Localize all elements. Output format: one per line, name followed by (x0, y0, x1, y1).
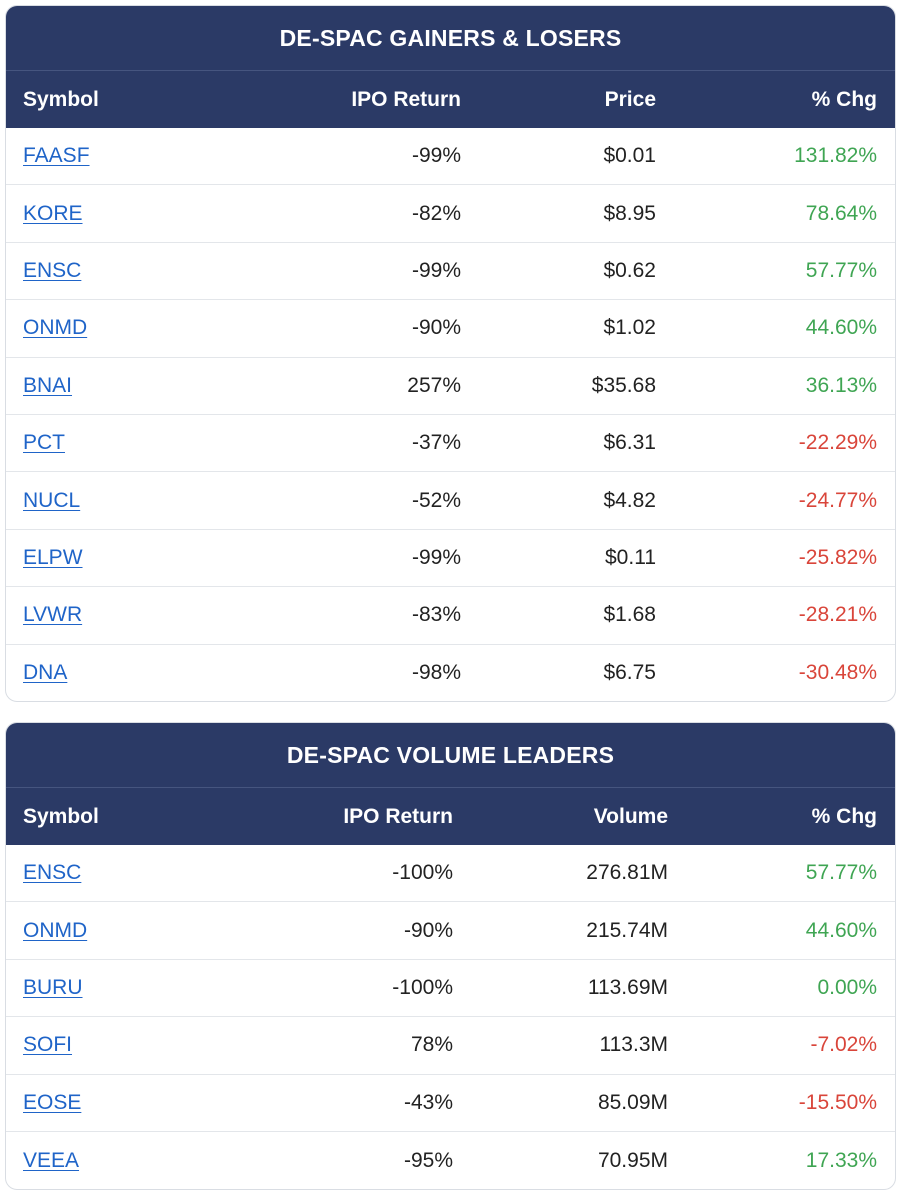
header-pct-chg: % Chg (811, 87, 877, 111)
symbol-link[interactable]: NUCL (23, 488, 81, 512)
symbol-link[interactable]: BURU (23, 975, 83, 999)
price-value: $4.82 (603, 488, 656, 512)
gainers-table-body: FAASF -99% $0.01 131.82% KORE -82% $8.95… (6, 128, 895, 701)
price-value: $6.75 (603, 661, 656, 685)
ipo-return-value: -43% (403, 1090, 453, 1114)
header-symbol: Symbol (23, 804, 99, 828)
ipo-return-value: 78% (410, 1033, 453, 1057)
ipo-return-value: -83% (411, 603, 461, 627)
pct-chg-value: 0.00% (817, 975, 877, 999)
table-row: FAASF -99% $0.01 131.82% (6, 128, 895, 186)
table-row: ENSC -100% 276.81M 57.77% (6, 845, 895, 903)
pct-chg-value: 57.77% (805, 861, 877, 885)
volume-value: 85.09M (597, 1090, 668, 1114)
symbol-link[interactable]: BNAI (23, 373, 73, 397)
volume-value: 70.95M (597, 1148, 668, 1172)
pct-chg-value: -22.29% (798, 431, 877, 455)
ipo-return-value: -37% (411, 431, 461, 455)
pct-chg-value: 57.77% (805, 258, 877, 282)
symbol-link[interactable]: ENSC (23, 861, 82, 885)
pct-chg-value: 131.82% (794, 144, 877, 168)
pct-chg-value: -15.50% (798, 1090, 877, 1114)
symbol-link[interactable]: ELPW (23, 545, 83, 569)
ipo-return-value: -99% (411, 144, 461, 168)
symbol-link[interactable]: KORE (23, 201, 83, 225)
symbol-link[interactable]: EOSE (23, 1090, 82, 1114)
pct-chg-value: -30.48% (798, 661, 877, 685)
volume-table-body: ENSC -100% 276.81M 57.77% ONMD -90% 215.… (6, 845, 895, 1189)
volume-value: 276.81M (586, 861, 668, 885)
table-row: VEEA -95% 70.95M 17.33% (6, 1132, 895, 1189)
symbol-link[interactable]: SOFI (23, 1033, 73, 1057)
symbol-link[interactable]: LVWR (23, 603, 83, 627)
ipo-return-value: -52% (411, 488, 461, 512)
pct-chg-value: -7.02% (810, 1033, 877, 1057)
table-row: KORE -82% $8.95 78.64% (6, 185, 895, 243)
ipo-return-value: -95% (403, 1148, 453, 1172)
pct-chg-value: -24.77% (798, 488, 877, 512)
pct-chg-value: 44.60% (805, 918, 877, 942)
ipo-return-value: -90% (411, 316, 461, 340)
header-volume: Volume (593, 804, 668, 828)
header-ipo-return: IPO Return (343, 804, 453, 828)
volume-header-row: Symbol IPO Return Volume % Chg (6, 788, 895, 845)
table-row: ONMD -90% 215.74M 44.60% (6, 902, 895, 960)
symbol-link[interactable]: ONMD (23, 918, 88, 942)
table-row: DNA -98% $6.75 -30.48% (6, 645, 895, 701)
header-ipo-return: IPO Return (351, 87, 461, 111)
ipo-return-value: -82% (411, 201, 461, 225)
ipo-return-value: -100% (392, 975, 453, 999)
volume-value: 113.69M (587, 975, 668, 999)
symbol-link[interactable]: VEEA (23, 1148, 80, 1172)
volume-leaders-title: DE-SPAC VOLUME LEADERS (6, 723, 895, 788)
table-row: PCT -37% $6.31 -22.29% (6, 415, 895, 473)
table-row: BURU -100% 113.69M 0.00% (6, 960, 895, 1018)
ipo-return-value: -100% (392, 861, 453, 885)
price-value: $1.68 (603, 603, 656, 627)
ipo-return-value: -98% (411, 661, 461, 685)
header-price: Price (604, 87, 656, 111)
symbol-link[interactable]: FAASF (23, 144, 90, 168)
header-symbol: Symbol (23, 87, 99, 111)
volume-value: 113.3M (599, 1033, 669, 1057)
table-row: NUCL -52% $4.82 -24.77% (6, 472, 895, 530)
symbol-link[interactable]: ENSC (23, 258, 82, 282)
volume-leaders-card: DE-SPAC VOLUME LEADERS Symbol IPO Return… (5, 722, 896, 1190)
price-value: $0.01 (603, 144, 656, 168)
pct-chg-value: -25.82% (798, 545, 877, 569)
gainers-header-row: Symbol IPO Return Price % Chg (6, 71, 895, 128)
ipo-return-value: 257% (407, 373, 461, 397)
price-value: $1.02 (603, 316, 656, 340)
price-value: $6.31 (603, 431, 656, 455)
ipo-return-value: -99% (411, 545, 461, 569)
price-value: $8.95 (603, 201, 656, 225)
table-row: BNAI 257% $35.68 36.13% (6, 358, 895, 415)
volume-value: 215.74M (586, 918, 668, 942)
pct-chg-value: 78.64% (805, 201, 877, 225)
ipo-return-value: -99% (411, 258, 461, 282)
price-value: $35.68 (591, 373, 656, 397)
price-value: $0.11 (605, 545, 656, 569)
symbol-link[interactable]: ONMD (23, 316, 88, 340)
table-row: SOFI 78% 113.3M -7.02% (6, 1017, 895, 1075)
gainers-losers-title: DE-SPAC GAINERS & LOSERS (6, 6, 895, 71)
table-row: ONMD -90% $1.02 44.60% (6, 300, 895, 358)
table-row: EOSE -43% 85.09M -15.50% (6, 1075, 895, 1132)
header-pct-chg: % Chg (811, 804, 877, 828)
table-row: ELPW -99% $0.11 -25.82% (6, 530, 895, 588)
pct-chg-value: 36.13% (805, 373, 877, 397)
symbol-link[interactable]: DNA (23, 661, 68, 685)
gainers-losers-card: DE-SPAC GAINERS & LOSERS Symbol IPO Retu… (5, 5, 896, 702)
symbol-link[interactable]: PCT (23, 431, 65, 455)
pct-chg-value: 17.33% (805, 1148, 877, 1172)
table-row: ENSC -99% $0.62 57.77% (6, 243, 895, 301)
pct-chg-value: -28.21% (798, 603, 877, 627)
table-row: LVWR -83% $1.68 -28.21% (6, 587, 895, 645)
pct-chg-value: 44.60% (805, 316, 877, 340)
ipo-return-value: -90% (403, 918, 453, 942)
price-value: $0.62 (603, 258, 656, 282)
